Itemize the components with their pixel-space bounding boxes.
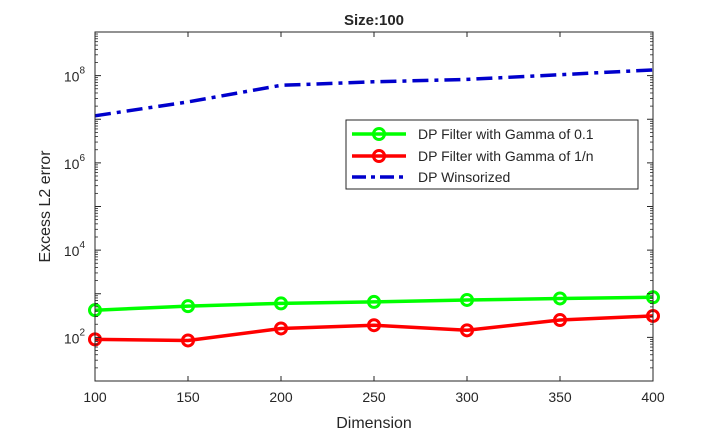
legend-entry-filter-gamma-1-n: DP Filter with Gamma of 1/n	[352, 148, 594, 164]
data-point	[553, 313, 567, 328]
series-line	[94, 68, 654, 118]
series-line	[94, 295, 654, 312]
legend-entry-filter-gamma-0-1: DP Filter with Gamma of 0.1	[352, 126, 594, 142]
plot-area	[95, 32, 653, 381]
legend-swatch-marker	[372, 149, 386, 163]
y-tick-label: 102	[64, 327, 86, 346]
series-line	[94, 314, 654, 343]
y-tick-exponent: 6	[79, 153, 85, 164]
x-axis-label: Dimension	[336, 415, 412, 432]
y-tick-exponent: 8	[79, 66, 85, 77]
x-tick-label: 250	[362, 389, 386, 405]
data-point	[460, 292, 474, 307]
data-point	[367, 294, 381, 309]
data-point	[274, 321, 288, 336]
chart-title: Size:100	[344, 12, 404, 29]
series-2	[88, 308, 660, 348]
series-3	[94, 68, 654, 118]
legend-label: DP Winsorized	[418, 169, 510, 185]
y-tick-label: 104	[64, 240, 86, 259]
legend-swatch-marker	[372, 127, 386, 141]
legend: DP Filter with Gamma of 0.1 DP Filter wi…	[345, 119, 639, 190]
x-tick-label: 200	[269, 389, 293, 405]
data-point	[181, 299, 195, 314]
y-tick-exponent: 2	[79, 327, 85, 338]
x-tick-label: 350	[548, 389, 572, 405]
x-tick-label: 100	[83, 389, 107, 405]
x-tick-label: 150	[176, 389, 200, 405]
x-tick-label: 400	[641, 389, 665, 405]
y-tick-label: 106	[64, 153, 86, 172]
data-point	[274, 296, 288, 311]
data-point	[181, 333, 195, 348]
y-axis-label: Excess L2 error	[37, 150, 54, 263]
plot-frame	[94, 31, 654, 382]
legend-label: DP Filter with Gamma of 0.1	[418, 126, 594, 142]
data-point	[460, 323, 474, 338]
y-tick-exponent: 4	[79, 240, 85, 251]
data-point	[553, 291, 567, 306]
x-tick-label: 300	[455, 389, 479, 405]
data-point	[367, 318, 381, 333]
legend-label: DP Filter with Gamma of 1/n	[418, 148, 594, 164]
y-tick-label: 108	[64, 66, 86, 85]
legend-entry-winsorized: DP Winsorized	[352, 169, 510, 185]
